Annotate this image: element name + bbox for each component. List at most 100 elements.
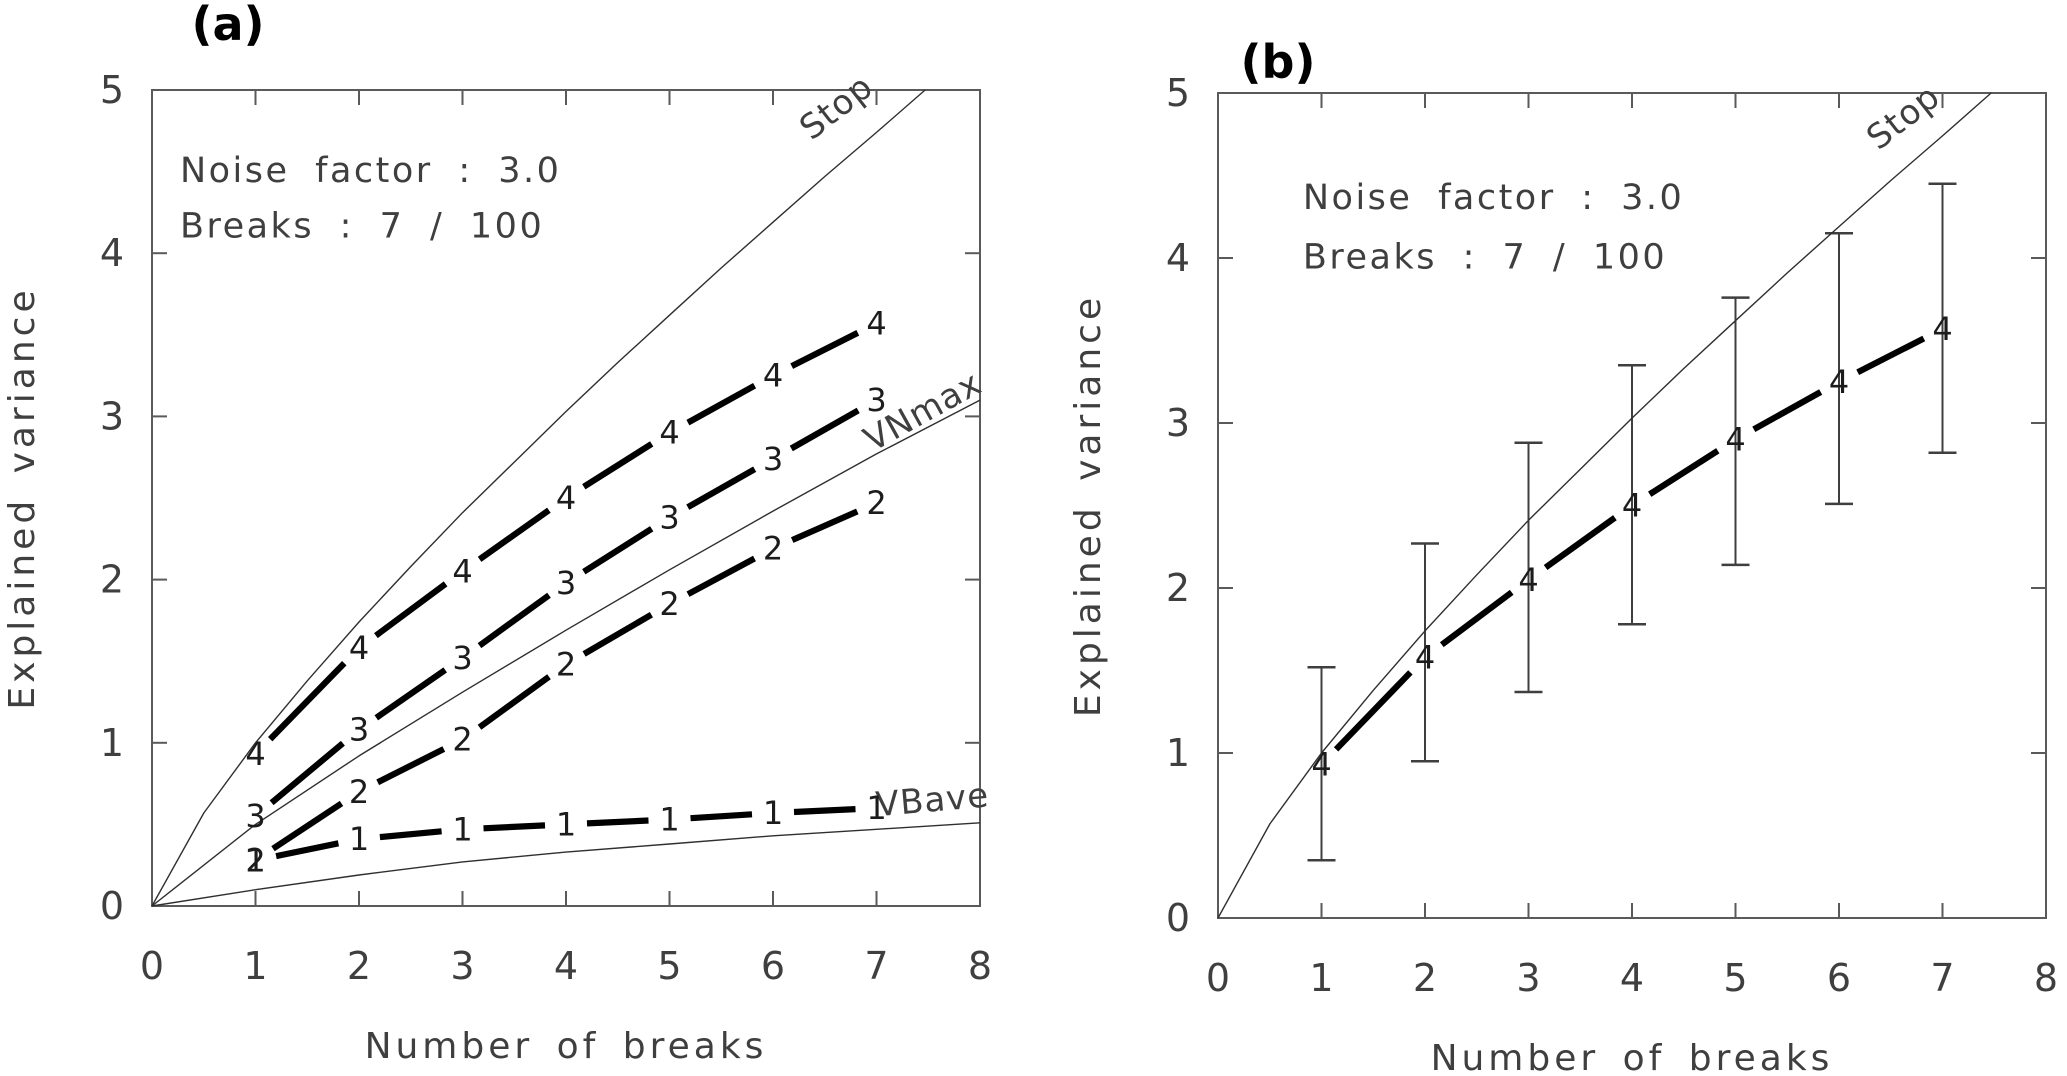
x-axis-tick-label-a: 1 [243,944,267,988]
dashed-segment-series4-b [1543,515,1617,571]
x-axis-tick-label-b: 6 [1827,956,1851,1000]
dashed-segment-series1-a [275,840,340,860]
x-axis-tick-label-b: 8 [2034,956,2058,1000]
dashed-segment-series1-a [793,806,856,816]
point-label-series4-b: 4 [1932,310,1952,348]
y-axis-tick-label-b: 0 [1166,896,1190,940]
point-label-series4-b: 4 [1518,561,1538,599]
point-label-series2-a: 2 [659,585,679,623]
curve-stop-b [1217,92,1992,919]
point-label-series1-a: 1 [866,789,886,827]
dashed-segment-series2-a [582,612,653,657]
y-axis-tick-label-a: 3 [100,394,124,438]
x-axis-title-b: Number of breaks [1431,1038,1834,1076]
dashed-segment-series3-a [477,592,551,649]
point-label-series1-a: 1 [659,801,679,839]
dashed-segment-series3-a [374,667,447,721]
dashed-segment-series1-a [586,817,649,827]
dashed-segment-series4-a [582,441,654,490]
point-label-series4-a: 4 [245,735,265,773]
point-label-series4-a: 4 [659,414,679,452]
point-label-series4-b: 4 [1725,421,1745,459]
y-axis-tick-label-a: 5 [100,68,124,112]
curve-stop-a [151,89,926,907]
x-axis-tick-label-a: 2 [347,944,371,988]
y-axis-tick-label-a: 4 [100,231,124,275]
dashed-segment-series2-a [271,800,344,852]
dashed-segment-series2-a [790,508,859,543]
x-axis-tick-label-a: 0 [140,944,164,988]
y-axis-tick-label-b: 1 [1166,731,1190,775]
dashed-segment-series1-a [483,822,546,832]
x-axis-tick-label-a: 3 [450,944,474,988]
point-label-series3-a: 3 [452,639,472,677]
point-label-series1-a: 1 [763,794,783,832]
dashed-segment-series4-a [686,382,757,426]
point-label-series2-a: 2 [866,484,886,522]
dashed-segment-series4-b [1333,670,1413,752]
x-axis-tick-label-b: 1 [1309,956,1333,1000]
dashed-segment-series4-a [267,661,347,742]
point-label-series3-a: 3 [659,499,679,537]
y-axis-tick-label-b: 4 [1166,236,1190,280]
y-axis-tick-label-b: 3 [1166,401,1190,445]
point-label-series4-a: 4 [556,479,576,517]
point-label-series4-b: 4 [1415,638,1435,676]
dashed-segment-series4-a [374,581,448,639]
dashed-segment-series2-a [376,746,446,786]
point-label-series2-a: 2 [349,773,369,811]
y-axis-tick-label-a: 2 [100,558,124,602]
dashed-segment-series3-a [686,466,757,510]
y-axis-tick-label-a: 0 [100,884,124,928]
panel-title-a: (a) [191,0,264,51]
point-label-series1-a: 1 [556,805,576,843]
point-label-series4-b: 4 [1829,363,1849,401]
dashed-segment-series1-a [690,811,753,822]
curve-label-vbave-a: VBave [874,776,991,826]
point-label-series1-a: 1 [349,820,369,858]
curve-vbave-a [151,822,981,907]
dashed-segment-series4-b [1752,389,1823,433]
dashed-segment-series4-b [1648,448,1720,497]
point-label-series4-a: 4 [349,629,369,667]
panel-title-b: (b) [1241,35,1316,89]
annotation-a-0: Noise factor : 3.0 [180,151,561,191]
curve-vnmax-a [151,399,981,907]
dashed-segment-series4-a [790,330,860,369]
annotation-b-1: Breaks : 7 / 100 [1303,237,1667,277]
annotation-a-1: Breaks : 7 / 100 [180,206,544,246]
x-axis-title-a: Number of breaks [365,1026,768,1067]
y-axis-title-b: Explained variance [1068,294,1109,717]
point-label-series1-a: 1 [245,841,265,879]
point-label-series3-a: 3 [866,381,886,419]
dashed-segment-series4-a [477,507,551,562]
y-axis-tick-label-a: 1 [100,721,124,765]
dashed-segment-series3-a [269,740,345,806]
dashed-segment-series3-a [789,407,860,452]
x-axis-tick-label-a: 5 [657,944,681,988]
point-label-series4-a: 4 [452,552,472,590]
point-label-series2-a: 2 [763,530,783,568]
curve-label-stop-b: Stop [1859,77,1948,159]
point-label-series4-a: 4 [866,304,886,342]
x-axis-tick-label-b: 5 [1723,956,1747,1000]
dashed-segment-series4-b [1856,335,1926,375]
point-label-series4-a: 4 [763,357,783,395]
dashed-segment-series4-b [1439,589,1514,648]
x-axis-tick-label-a: 8 [968,944,992,988]
curve-label-stop-a: Stop [792,67,881,149]
dashed-segment-series2-a [477,674,551,730]
x-axis-tick-label-b: 7 [1930,956,1954,1000]
x-axis-tick-label-a: 7 [864,944,888,988]
point-label-series4-b: 4 [1311,746,1331,784]
dashed-segment-series2-a [686,555,756,597]
point-label-series3-a: 3 [763,440,783,478]
y-axis-tick-label-b: 2 [1166,566,1190,610]
y-axis-tick-label-b: 5 [1166,71,1190,115]
dashed-segment-series3-a [582,526,654,575]
point-label-series3-a: 3 [349,711,369,749]
point-label-series1-a: 1 [452,810,472,848]
x-axis-tick-label-a: 6 [761,944,785,988]
